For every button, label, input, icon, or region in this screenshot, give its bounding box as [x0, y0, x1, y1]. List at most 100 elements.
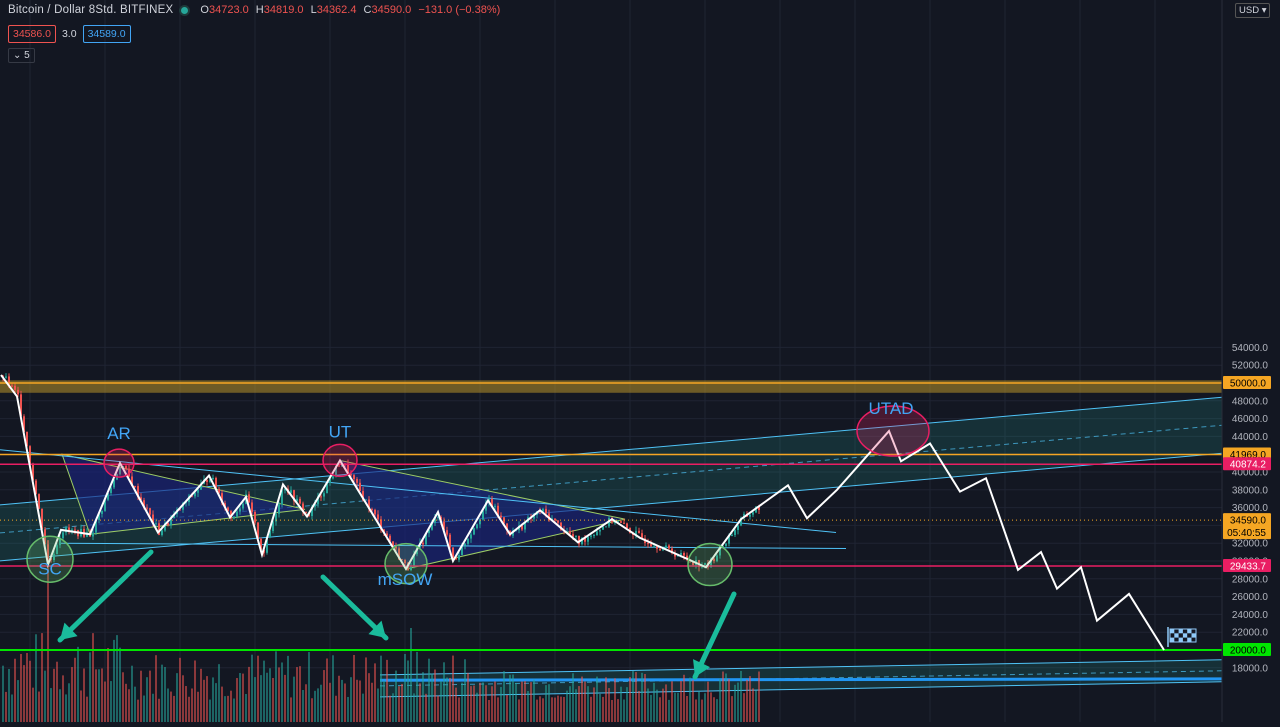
volume-bar	[74, 657, 76, 722]
volume-bar	[440, 681, 442, 722]
sell-price-button[interactable]: 34586.0	[8, 25, 56, 43]
volume-bar	[158, 698, 160, 722]
volume-bar	[332, 655, 334, 722]
volume-bar	[131, 665, 133, 722]
volume-bar	[701, 699, 703, 722]
currency-selector[interactable]: USD ▾	[1235, 3, 1271, 18]
volume-bar	[650, 694, 652, 722]
price-level-tag-text: 20000.0	[1230, 646, 1267, 657]
ohlc-close-key: C	[363, 4, 372, 16]
candle-body	[293, 490, 295, 502]
volume-bar	[128, 689, 130, 722]
volume-bar	[725, 673, 727, 722]
volume-bar	[515, 682, 517, 722]
candle-body	[680, 552, 682, 555]
volume-bar	[26, 652, 28, 722]
price-tick-label: 38000.0	[1232, 485, 1269, 496]
candle-body	[266, 537, 268, 553]
volume-bar	[257, 655, 259, 722]
volume-bar	[524, 681, 526, 722]
candle-body	[329, 478, 331, 483]
volume-bar	[302, 689, 304, 722]
ut-circle[interactable]	[322, 443, 358, 478]
volume-bar	[29, 660, 31, 722]
volume-bar	[632, 671, 634, 722]
candle-body	[140, 497, 142, 501]
candle-body	[161, 530, 163, 536]
sc-circle[interactable]	[26, 535, 74, 583]
volume-bar	[167, 688, 169, 722]
volume-bar	[476, 692, 478, 722]
candle-body	[320, 496, 322, 498]
candle-body	[596, 531, 598, 536]
symbol-title[interactable]: Bitcoin / Dollar 8Std. BITFINEX	[8, 4, 174, 16]
volume-bar	[428, 658, 430, 722]
volume-bar	[95, 669, 97, 722]
price-level-tag[interactable]	[1223, 376, 1271, 389]
arrow-shaft	[57, 549, 154, 643]
lower-channel-base	[379, 677, 1223, 682]
volume-bar	[356, 679, 358, 722]
indicator-toggle-button[interactable]: ⌄ 5	[8, 48, 35, 63]
candle-body	[242, 503, 244, 509]
price-level-tag[interactable]	[1223, 457, 1271, 471]
price-level-tag[interactable]	[1223, 559, 1271, 573]
ohlc-high: 34819.0	[263, 4, 304, 16]
volume-bar	[32, 687, 34, 722]
ohlc-low: 34362.4	[316, 4, 357, 16]
volume-bar	[608, 688, 610, 722]
candle-body	[299, 498, 301, 504]
price-level-tag-text: 50000.0	[1230, 379, 1267, 390]
candle-body	[425, 533, 427, 545]
volume-bar	[263, 660, 265, 722]
candle-body	[590, 535, 592, 537]
volume-bar	[89, 652, 91, 722]
candle-body	[752, 512, 754, 515]
volume-bar	[359, 680, 361, 722]
price-level-tag[interactable]	[1223, 513, 1271, 540]
flag-icon[interactable]	[1169, 628, 1197, 643]
candle-body	[359, 482, 361, 492]
volume-bar	[350, 677, 352, 722]
candle-body	[179, 509, 181, 511]
candle-body	[335, 465, 337, 477]
ar-circle[interactable]	[103, 448, 135, 478]
volume-bar	[239, 673, 241, 722]
candle-body	[731, 534, 733, 536]
utad-circle[interactable]	[856, 405, 930, 457]
candle-body	[758, 506, 760, 511]
volume-bar	[731, 696, 733, 722]
volume-bar	[707, 681, 709, 722]
candle-body	[17, 389, 19, 395]
volume-bar	[758, 671, 760, 722]
candle-body	[431, 522, 433, 530]
msow-circle[interactable]	[384, 542, 428, 585]
volume-bar	[140, 670, 142, 722]
candle-body	[143, 500, 145, 508]
candle-body	[119, 468, 121, 475]
candle-body	[284, 488, 286, 491]
volume-bar	[305, 684, 307, 722]
buy-price-button[interactable]: 34589.0	[82, 25, 131, 43]
price-level-tag[interactable]	[1223, 643, 1271, 656]
volume-bar	[170, 691, 172, 722]
spring-circle[interactable]	[687, 542, 733, 587]
volume-bar	[371, 682, 373, 722]
volume-bar	[65, 694, 67, 722]
volume-bar	[209, 699, 211, 722]
candle-body	[218, 488, 220, 494]
candle-body	[437, 516, 439, 518]
volume-bar	[611, 699, 613, 722]
volume-bar	[488, 699, 490, 722]
candle-body	[380, 519, 382, 530]
price-tick-label: 36000.0	[1232, 503, 1269, 514]
volume-bar	[185, 686, 187, 722]
volume-bar	[299, 666, 301, 722]
volume-bar	[20, 653, 22, 722]
volume-bar	[233, 698, 235, 722]
volume-bar	[749, 676, 751, 722]
candle-body	[92, 532, 94, 537]
volume-bar	[755, 690, 757, 722]
